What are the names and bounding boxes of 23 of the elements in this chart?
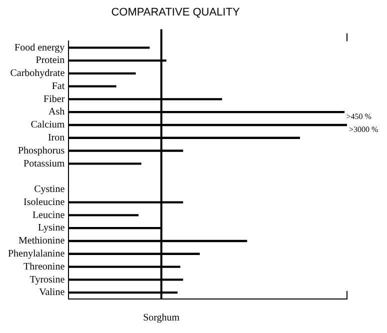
y-tick-label: Calcium: [30, 120, 65, 131]
y-tick-label: Ash: [48, 106, 65, 118]
y-tick-label: Potassium: [24, 158, 65, 170]
y-tick-label: Isoleucine: [24, 196, 66, 208]
y-tick-label: Carbohydrate: [10, 68, 66, 80]
y-tick-label: Food energy: [14, 42, 65, 54]
y-tick-label: Fiber: [44, 94, 66, 105]
y-tick-label: Phenylalanine: [8, 248, 66, 260]
ref-line-label: Sorghum: [143, 312, 180, 324]
y-tick-label: Threonine: [24, 261, 66, 272]
y-tick-label: Methionine: [18, 236, 66, 247]
y-tick-label: Tyrosine: [30, 274, 66, 286]
y-tick-label: Cystine: [34, 184, 66, 196]
annotation: >3000 %: [349, 125, 379, 134]
y-tick-label: Phosphorus: [18, 145, 65, 156]
chart-title: COMPARATIVE QUALITY: [111, 6, 240, 19]
y-tick-label: Lysine: [38, 222, 66, 234]
annotation: >450 %: [346, 112, 372, 122]
y-tick-label: Valine: [39, 287, 66, 298]
y-tick-label: Leucine: [32, 210, 66, 221]
y-tick-label: Protein: [36, 55, 65, 66]
y-tick-label: Iron: [48, 132, 65, 144]
y-tick-label: Fat: [52, 80, 65, 92]
